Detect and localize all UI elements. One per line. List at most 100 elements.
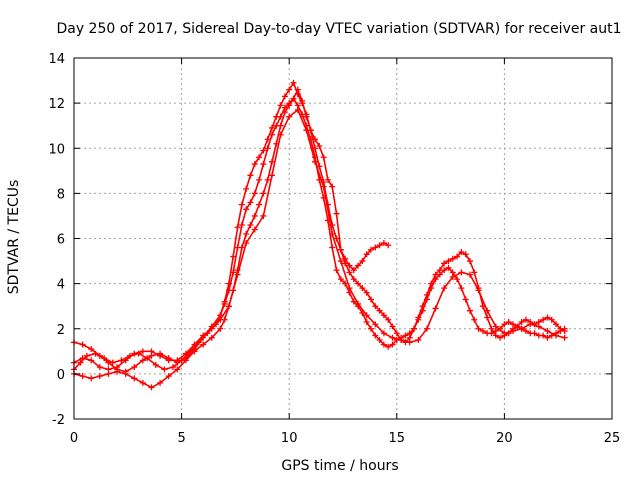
data-point (484, 307, 491, 314)
data-point (157, 379, 164, 386)
data-point (251, 212, 258, 219)
data-point (260, 147, 267, 154)
data-point (277, 122, 284, 129)
data-point (441, 267, 448, 274)
data-point (148, 384, 155, 391)
data-point (122, 357, 129, 364)
data-point (174, 366, 181, 373)
data-series (71, 79, 392, 373)
data-point (346, 285, 353, 292)
data-point (445, 258, 452, 265)
data-point (376, 242, 383, 249)
data-point (553, 321, 560, 328)
data-point (402, 332, 409, 339)
data-point (423, 296, 430, 303)
data-point (462, 296, 469, 303)
data-point (445, 264, 452, 271)
data-point (458, 269, 465, 276)
data-point (264, 145, 271, 152)
x-tick-label: 15 (389, 431, 406, 446)
data-point (320, 154, 327, 161)
data-point (475, 325, 482, 332)
data-point (131, 364, 138, 371)
data-point (238, 221, 245, 228)
data-point (350, 276, 357, 283)
data-point (247, 199, 254, 206)
data-point (337, 276, 344, 283)
data-point (359, 285, 366, 292)
data-point (458, 285, 465, 292)
y-tick-label: 10 (48, 142, 65, 157)
data-point (363, 318, 370, 325)
data-point (415, 316, 422, 323)
data-point (363, 289, 370, 296)
y-tick-label: 12 (48, 97, 65, 112)
data-point (165, 357, 172, 364)
y-axis-label: SDTVAR / TECUs (6, 180, 22, 295)
data-point (251, 161, 258, 168)
data-point (367, 296, 374, 303)
data-point (221, 300, 228, 307)
data-point (385, 242, 392, 249)
data-point (492, 323, 499, 330)
data-point (458, 249, 465, 256)
data-point (337, 246, 344, 253)
data-point (79, 355, 86, 362)
data-point (320, 183, 327, 190)
data-point (96, 364, 103, 371)
data-point (466, 271, 473, 278)
data-point (329, 244, 336, 251)
data-point (277, 131, 284, 138)
data-point (139, 348, 146, 355)
data-point (475, 287, 482, 294)
data-point (367, 325, 374, 332)
data-point (544, 334, 551, 341)
y-tick-label: -2 (52, 413, 65, 428)
y-tick-label: 0 (57, 368, 65, 383)
data-point (561, 334, 568, 341)
data-point (518, 325, 525, 332)
data-point (174, 357, 181, 364)
data-point (367, 246, 374, 253)
data-point (243, 185, 250, 192)
data-point (165, 373, 172, 380)
data-point (372, 321, 379, 328)
y-tick-label: 8 (57, 187, 65, 202)
data-point (406, 339, 413, 346)
data-point (243, 240, 250, 247)
data-point (415, 337, 422, 344)
x-tick-label: 25 (604, 431, 621, 446)
x-tick-label: 5 (177, 431, 185, 446)
data-point (182, 357, 189, 364)
data-point (333, 267, 340, 274)
data-point (428, 285, 435, 292)
data-point (247, 221, 254, 228)
data-point (527, 321, 534, 328)
data-point (83, 352, 90, 359)
data-point (243, 230, 250, 237)
data-point (217, 316, 224, 323)
data-point (441, 260, 448, 267)
data-point (535, 323, 542, 330)
data-point (290, 79, 297, 86)
data-point (88, 375, 95, 382)
data-point (299, 97, 306, 104)
y-tick-label: 6 (57, 233, 65, 248)
data-point (333, 235, 340, 242)
data-point (380, 341, 387, 348)
data-point (217, 325, 224, 332)
series-track (73, 82, 389, 371)
data-point (333, 210, 340, 217)
data-point (557, 328, 564, 335)
data-point (208, 334, 215, 341)
data-point (286, 86, 293, 93)
data-point (191, 341, 198, 348)
data-point (294, 86, 301, 93)
data-point (501, 321, 508, 328)
data-point (355, 280, 362, 287)
data-point (251, 190, 258, 197)
y-tick-label: 4 (57, 278, 65, 293)
data-point (200, 341, 207, 348)
data-point (281, 93, 288, 100)
